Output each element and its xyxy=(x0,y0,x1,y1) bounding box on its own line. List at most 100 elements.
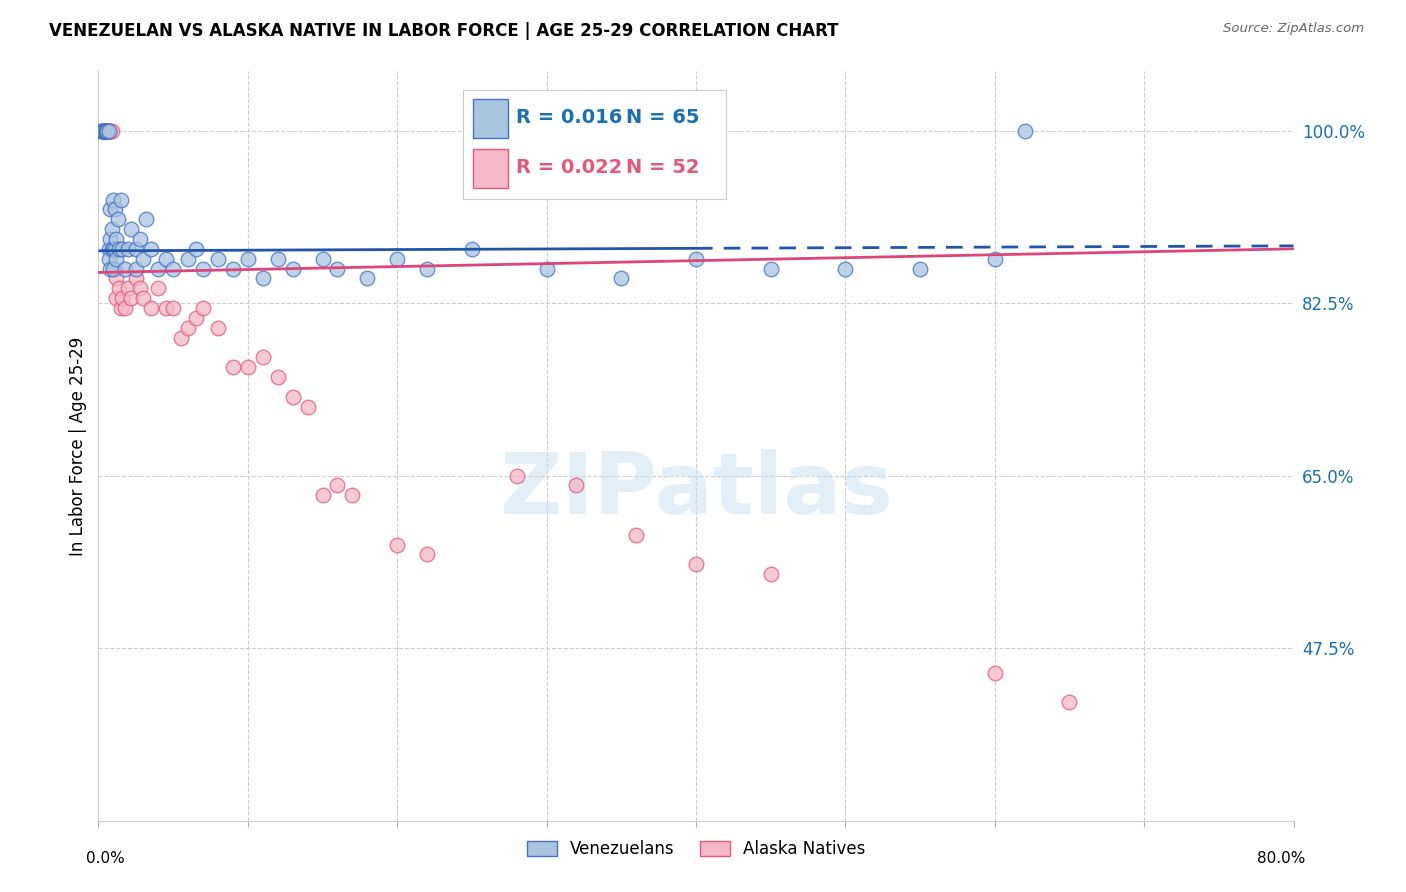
Point xyxy=(132,291,155,305)
Point xyxy=(97,242,120,256)
Point xyxy=(91,123,114,137)
Point xyxy=(105,232,128,246)
Point xyxy=(536,261,558,276)
Point xyxy=(94,123,117,137)
Point xyxy=(326,478,349,492)
Point xyxy=(94,123,117,137)
Point xyxy=(107,212,129,227)
Point xyxy=(162,301,184,315)
Point xyxy=(90,123,112,137)
Point xyxy=(111,242,134,256)
Text: 80.0%: 80.0% xyxy=(1257,851,1306,865)
Point xyxy=(98,123,122,137)
Point xyxy=(610,271,633,285)
Point xyxy=(108,242,131,256)
Point xyxy=(98,202,122,217)
Point xyxy=(416,548,439,562)
Point xyxy=(155,301,177,315)
Point xyxy=(103,261,125,276)
Point xyxy=(96,123,118,137)
Point xyxy=(103,242,125,256)
Point xyxy=(236,252,259,266)
Point xyxy=(759,567,782,582)
Point xyxy=(98,123,122,137)
Point xyxy=(385,252,409,266)
Point xyxy=(117,242,139,256)
Point xyxy=(281,390,304,404)
Point xyxy=(416,261,439,276)
Point xyxy=(461,242,484,256)
Point xyxy=(297,400,319,414)
Point xyxy=(834,261,856,276)
Point xyxy=(506,468,529,483)
Point xyxy=(184,310,207,325)
Point xyxy=(1014,123,1036,137)
Point xyxy=(565,478,588,492)
Point xyxy=(101,222,124,236)
Point xyxy=(326,261,349,276)
Point xyxy=(139,242,162,256)
Point xyxy=(94,123,117,137)
Point xyxy=(120,291,142,305)
Point xyxy=(125,261,148,276)
Point xyxy=(148,281,170,295)
Point xyxy=(148,261,170,276)
Point xyxy=(105,291,128,305)
Point xyxy=(104,242,127,256)
Text: ZIPatlas: ZIPatlas xyxy=(499,450,893,533)
Point xyxy=(267,370,290,384)
Point xyxy=(252,271,274,285)
Point xyxy=(267,252,290,266)
Point xyxy=(97,123,120,137)
Point xyxy=(207,252,229,266)
Point xyxy=(177,320,200,334)
Point xyxy=(125,271,148,285)
Point xyxy=(129,232,152,246)
Point xyxy=(93,123,115,137)
Point xyxy=(93,123,115,137)
Point xyxy=(191,301,214,315)
Point xyxy=(155,252,177,266)
Point xyxy=(103,242,125,256)
Point xyxy=(117,281,139,295)
Point xyxy=(96,123,118,137)
Point xyxy=(685,252,707,266)
Point xyxy=(98,261,122,276)
Point xyxy=(984,252,1007,266)
Point xyxy=(184,242,207,256)
Point xyxy=(110,193,132,207)
Point xyxy=(111,291,134,305)
Point xyxy=(135,212,157,227)
Point xyxy=(101,123,124,137)
Point xyxy=(97,123,120,137)
Point xyxy=(1059,695,1081,709)
Point xyxy=(626,527,648,541)
Point xyxy=(96,123,118,137)
Point xyxy=(97,252,120,266)
Point xyxy=(252,351,274,365)
Point xyxy=(311,252,333,266)
Point xyxy=(207,320,229,334)
Legend: Venezuelans, Alaska Natives: Venezuelans, Alaska Natives xyxy=(520,833,872,864)
Point xyxy=(177,252,200,266)
Point xyxy=(222,261,245,276)
Y-axis label: In Labor Force | Age 25-29: In Labor Force | Age 25-29 xyxy=(69,336,87,556)
Point xyxy=(114,261,136,276)
Text: VENEZUELAN VS ALASKA NATIVE IN LABOR FORCE | AGE 25-29 CORRELATION CHART: VENEZUELAN VS ALASKA NATIVE IN LABOR FOR… xyxy=(49,22,839,40)
Point xyxy=(169,330,191,344)
Point xyxy=(685,558,707,572)
Point xyxy=(104,261,127,276)
Point xyxy=(908,261,931,276)
Point xyxy=(97,123,120,137)
Point xyxy=(103,193,125,207)
Point xyxy=(356,271,378,285)
Point xyxy=(342,488,364,502)
Point xyxy=(104,202,127,217)
Point xyxy=(120,222,142,236)
Point xyxy=(162,261,184,276)
Point xyxy=(96,123,118,137)
Point xyxy=(94,123,117,137)
Point xyxy=(91,123,114,137)
Point xyxy=(311,488,333,502)
Point xyxy=(139,301,162,315)
